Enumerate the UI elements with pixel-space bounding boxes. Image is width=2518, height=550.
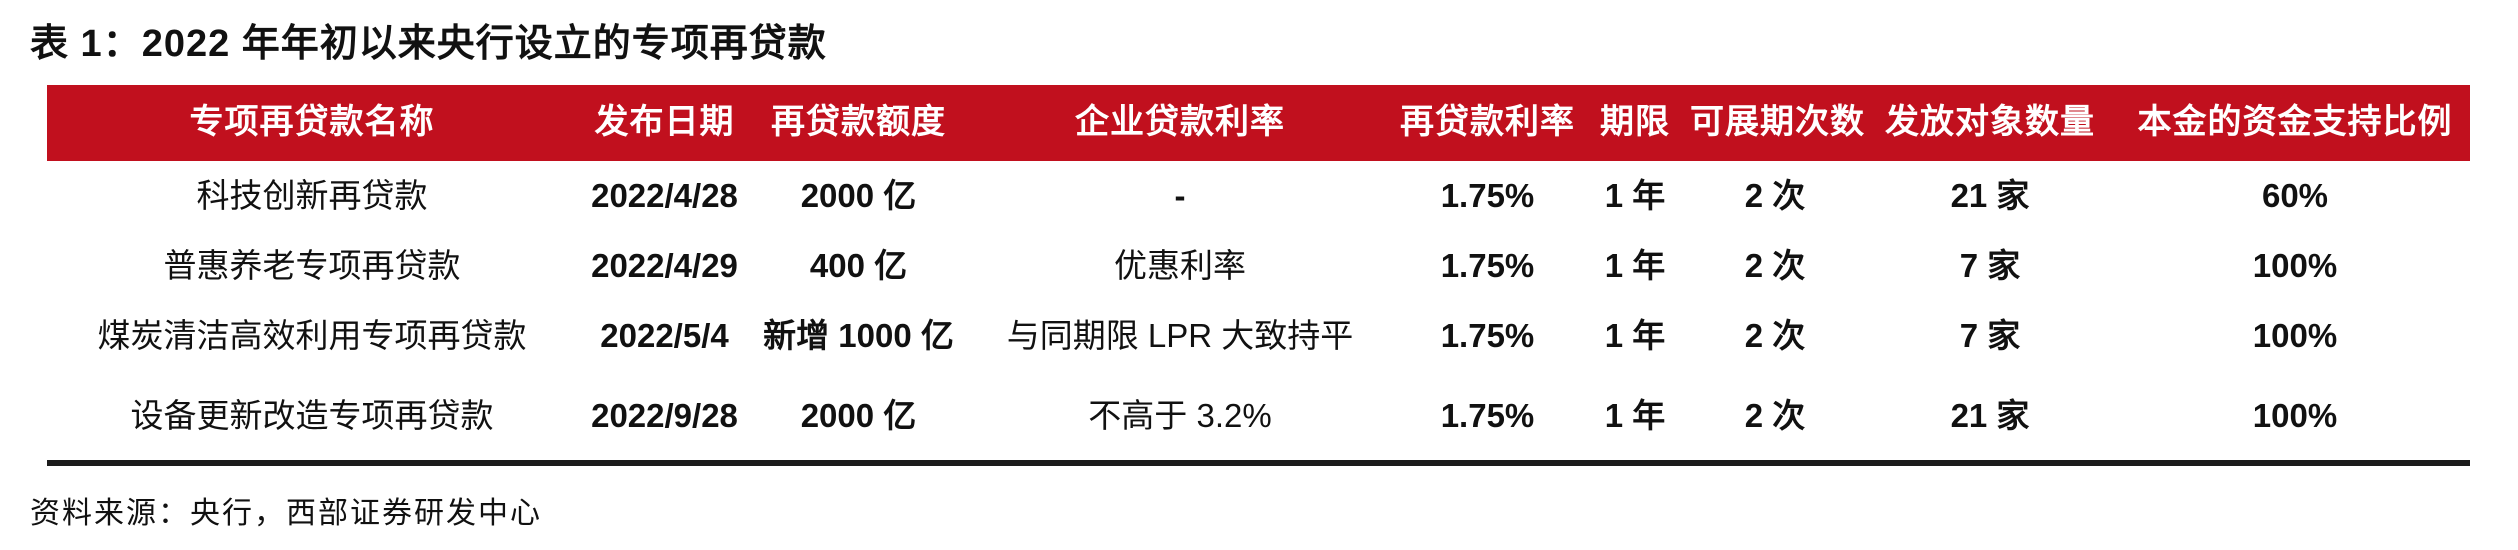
cell-extension-times: 2 次 <box>1744 396 1806 434</box>
cell-enterprise-rate: 与同期限 LPR 大致持平 <box>1006 317 1354 355</box>
cell-term: 1 年 <box>1604 177 1666 215</box>
cell-recipient-count: 21 家 <box>1950 177 2030 215</box>
header-cell-recipient-count: 发放对象数量 <box>1885 103 2095 142</box>
cell-enterprise-rate: - <box>1174 177 1186 215</box>
table-row: 科技创新再贷款 2022/4/28 2000 亿 - 1.75% 1 年 2 次… <box>47 161 2470 231</box>
cell-term: 1 年 <box>1604 247 1666 285</box>
cell-term: 1 年 <box>1604 396 1666 434</box>
cell-reloan-rate: 1.75% <box>1440 317 1535 355</box>
cell-principal-support-ratio: 100% <box>2252 317 2338 355</box>
table-row: 煤炭清洁高效利用专项再贷款 2022/5/4 新增 1000 亿 与同期限 LP… <box>47 301 2470 371</box>
cell-release-date: 2022/4/28 <box>591 177 738 215</box>
cell-principal-support-ratio: 60% <box>2261 177 2329 215</box>
cell-quota: 2000 亿 <box>800 396 917 434</box>
header-cell-quota: 再贷款额度 <box>771 103 946 142</box>
header-cell-release-date: 发布日期 <box>594 103 735 142</box>
cell-loan-name: 普惠养老专项再贷款 <box>163 247 461 285</box>
cell-recipient-count: 21 家 <box>1950 396 2030 434</box>
cell-principal-support-ratio: 100% <box>2252 396 2338 434</box>
cell-extension-times: 2 次 <box>1744 247 1806 285</box>
cell-recipient-count: 7 家 <box>1959 247 2021 285</box>
cell-loan-name: 煤炭清洁高效利用专项再贷款 <box>97 317 527 355</box>
cell-reloan-rate: 1.75% <box>1440 177 1535 215</box>
cell-principal-support-ratio: 100% <box>2252 247 2338 285</box>
header-cell-extension-times: 可展期次数 <box>1690 103 1865 142</box>
cell-release-date: 2022/4/29 <box>591 247 738 285</box>
cell-enterprise-rate: 不高于 3.2% <box>1088 396 1272 434</box>
source-note: 资料来源：央行，西部证券研发中心 <box>30 497 542 530</box>
cell-quota: 2000 亿 <box>800 177 917 215</box>
table-row: 普惠养老专项再贷款 2022/4/29 400 亿 优惠利率 1.75% 1 年… <box>47 231 2470 301</box>
cell-recipient-count: 7 家 <box>1959 317 2021 355</box>
header-cell-loan-name: 专项再贷款名称 <box>189 103 435 142</box>
cell-reloan-rate: 1.75% <box>1440 396 1535 434</box>
cell-release-date: 2022/5/4 <box>600 317 729 355</box>
cell-quota: 新增 1000 亿 <box>763 317 954 355</box>
cell-enterprise-rate: 优惠利率 <box>1114 247 1246 285</box>
special-reloan-table: 专项再贷款名称 发布日期 再贷款额度 企业贷款利率 再贷款利率 期限 可展期次数… <box>47 85 2470 466</box>
cell-reloan-rate: 1.75% <box>1440 247 1535 285</box>
table-header-row: 专项再贷款名称 发布日期 再贷款额度 企业贷款利率 再贷款利率 期限 可展期次数… <box>47 85 2470 161</box>
cell-release-date: 2022/9/28 <box>591 396 738 434</box>
cell-extension-times: 2 次 <box>1744 177 1806 215</box>
header-cell-reloan-rate: 再贷款利率 <box>1400 103 1575 142</box>
cell-extension-times: 2 次 <box>1744 317 1806 355</box>
table-row: 设备更新改造专项再贷款 2022/9/28 2000 亿 不高于 3.2% 1.… <box>47 371 2470 460</box>
cell-quota: 400 亿 <box>809 247 908 285</box>
header-cell-term: 期限 <box>1600 103 1670 142</box>
header-cell-enterprise-rate: 企业贷款利率 <box>1075 103 1285 142</box>
cell-loan-name: 科技创新再贷款 <box>196 177 428 215</box>
page-title: 表 1：2022 年年初以来央行设立的专项再贷款 <box>30 23 827 65</box>
cell-loan-name: 设备更新改造专项再贷款 <box>130 396 494 434</box>
cell-term: 1 年 <box>1604 317 1666 355</box>
header-cell-principal-support-ratio: 本金的资金支持比例 <box>2137 103 2453 142</box>
